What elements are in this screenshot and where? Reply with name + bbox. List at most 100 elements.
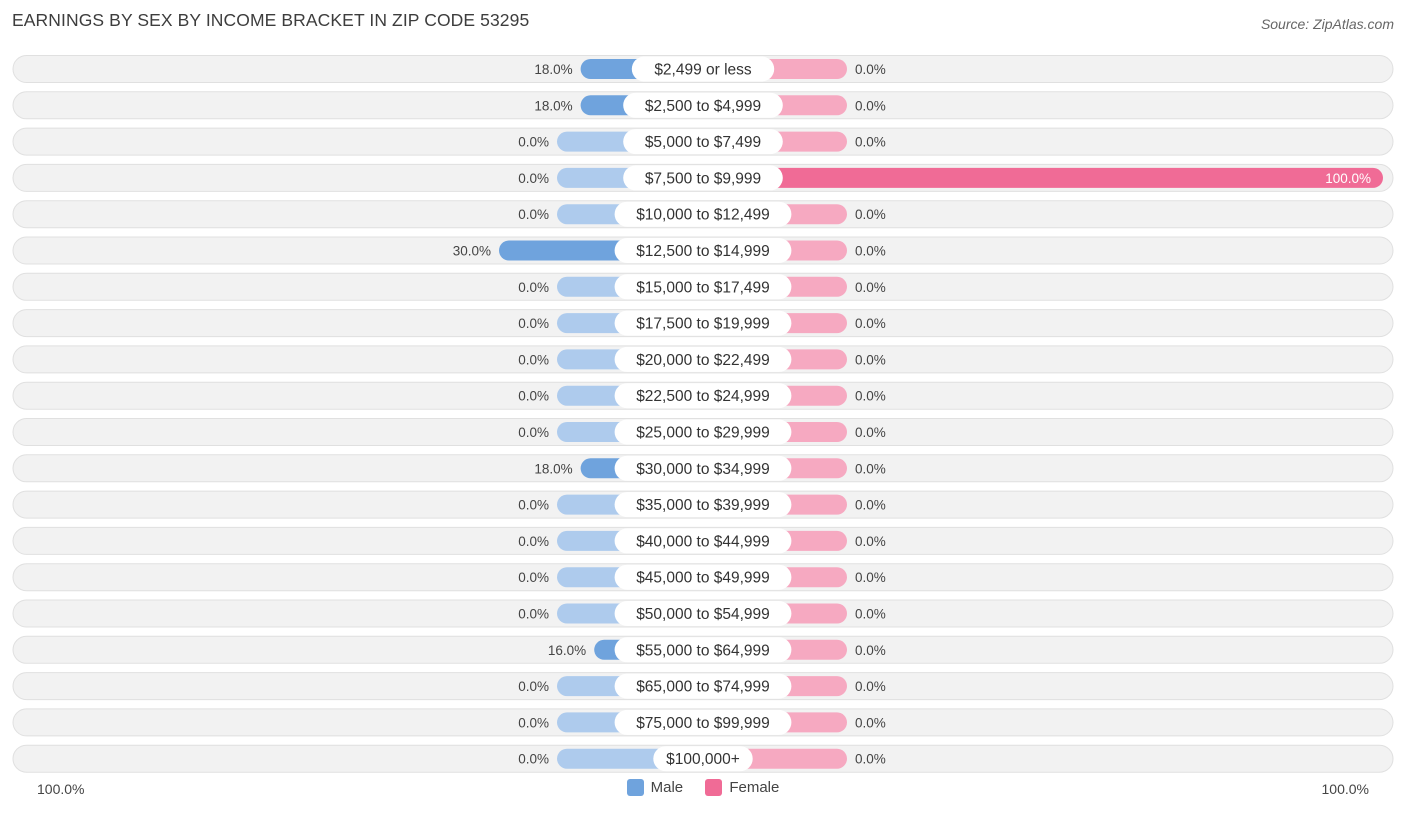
male-value-label: 0.0% bbox=[518, 389, 549, 404]
category-label: $5,000 to $7,499 bbox=[645, 134, 761, 151]
female-value-label: 100.0% bbox=[1325, 171, 1371, 186]
bar-row: $15,000 to $17,499 0.0% 0.0% bbox=[12, 272, 1394, 301]
female-value-label: 0.0% bbox=[855, 316, 886, 331]
category-label-bg bbox=[614, 310, 792, 336]
category-label: $40,000 to $44,999 bbox=[636, 533, 770, 550]
female-value-label: 0.0% bbox=[855, 352, 886, 367]
male-value-label: 16.0% bbox=[548, 643, 586, 658]
bar-row: $2,500 to $4,999 18.0% 0.0% bbox=[12, 91, 1394, 120]
axis-right-label: 100.0% bbox=[1321, 781, 1369, 797]
category-label: $75,000 to $99,999 bbox=[636, 715, 770, 732]
category-label: $12,500 to $14,999 bbox=[636, 243, 770, 260]
category-label: $100,000+ bbox=[666, 751, 740, 768]
male-value-label: 0.0% bbox=[518, 570, 549, 585]
bar-row: $5,000 to $7,499 0.0% 0.0% bbox=[12, 127, 1394, 156]
female-value-label: 0.0% bbox=[855, 752, 886, 767]
female-value-label: 0.0% bbox=[855, 425, 886, 440]
category-label-bg bbox=[614, 601, 792, 626]
male-value-label: 0.0% bbox=[518, 607, 549, 622]
category-label: $30,000 to $34,999 bbox=[636, 461, 770, 478]
bar-row: $65,000 to $74,999 0.0% 0.0% bbox=[12, 672, 1394, 701]
bar-row: $20,000 to $22,499 0.0% 0.0% bbox=[12, 345, 1394, 374]
category-label-bg bbox=[614, 419, 792, 445]
male-value-label: 0.0% bbox=[518, 498, 549, 513]
source-credit: Source: ZipAtlas.com bbox=[1260, 16, 1394, 32]
category-label: $22,500 to $24,999 bbox=[636, 388, 770, 405]
category-label: $25,000 to $29,999 bbox=[636, 425, 770, 442]
male-value-label: 18.0% bbox=[534, 62, 572, 77]
category-label: $10,000 to $12,499 bbox=[636, 207, 770, 224]
category-label-bg bbox=[623, 165, 783, 191]
axis-left-label: 100.0% bbox=[37, 781, 85, 797]
category-label-bg bbox=[653, 746, 753, 772]
male-value-label: 0.0% bbox=[518, 679, 549, 694]
male-value-label: 0.0% bbox=[518, 352, 549, 367]
category-label-bg bbox=[623, 92, 783, 118]
bar-row: $35,000 to $39,999 0.0% 0.0% bbox=[12, 490, 1394, 519]
female-value-label: 0.0% bbox=[855, 643, 886, 658]
legend-label-male: Male bbox=[650, 779, 684, 796]
category-label-bg bbox=[614, 455, 792, 481]
bar-row: $10,000 to $12,499 0.0% 0.0% bbox=[12, 200, 1394, 229]
bar-row: $2,499 or less 18.0% 0.0% bbox=[12, 55, 1394, 83]
bar-row: $12,500 to $14,999 30.0% 0.0% bbox=[12, 236, 1394, 265]
category-label: $2,500 to $4,999 bbox=[645, 98, 761, 115]
legend-label-female: Female bbox=[729, 779, 780, 796]
female-value-label: 0.0% bbox=[855, 715, 886, 730]
male-value-label: 0.0% bbox=[518, 752, 549, 767]
female-bar bbox=[683, 167, 1383, 188]
category-label-bg bbox=[614, 238, 792, 263]
female-value-label: 0.0% bbox=[855, 534, 886, 549]
legend-item-female[interactable]: Female bbox=[705, 779, 779, 796]
category-label-bg bbox=[614, 637, 792, 663]
female-value-label: 0.0% bbox=[855, 62, 886, 77]
legend-swatch-female bbox=[705, 779, 723, 796]
category-label-bg bbox=[614, 528, 792, 554]
male-value-label: 0.0% bbox=[518, 207, 549, 222]
female-value-label: 0.0% bbox=[855, 679, 886, 694]
category-label-bg bbox=[614, 274, 792, 300]
female-value-label: 0.0% bbox=[855, 570, 886, 585]
bar-row: $25,000 to $29,999 0.0% 0.0% bbox=[12, 418, 1394, 446]
bar-row: $30,000 to $34,999 18.0% 0.0% bbox=[12, 454, 1394, 483]
category-label-bg bbox=[614, 201, 792, 227]
category-label-bg bbox=[614, 346, 792, 372]
category-label: $65,000 to $74,999 bbox=[636, 679, 770, 696]
category-label-bg bbox=[623, 129, 783, 155]
category-label-bg bbox=[614, 383, 792, 409]
category-label: $2,499 or less bbox=[654, 62, 752, 79]
category-label: $20,000 to $22,499 bbox=[636, 352, 770, 369]
male-value-label: 0.0% bbox=[518, 425, 549, 440]
male-value-label: 0.0% bbox=[518, 280, 549, 295]
bar-row: $55,000 to $64,999 16.0% 0.0% bbox=[12, 635, 1394, 664]
category-label: $55,000 to $64,999 bbox=[636, 642, 770, 659]
female-value-label: 0.0% bbox=[855, 461, 886, 476]
female-value-label: 0.0% bbox=[855, 607, 886, 622]
female-value-label: 0.0% bbox=[855, 389, 886, 404]
male-value-label: 0.0% bbox=[518, 135, 549, 150]
category-label: $7,500 to $9,999 bbox=[645, 170, 761, 187]
male-value-label: 18.0% bbox=[534, 98, 572, 113]
bar-row: $22,500 to $24,999 0.0% 0.0% bbox=[12, 381, 1394, 410]
bar-row: $75,000 to $99,999 0.0% 0.0% bbox=[12, 708, 1394, 737]
category-label-bg bbox=[614, 492, 792, 518]
category-label-bg bbox=[631, 56, 775, 82]
male-value-label: 0.0% bbox=[518, 171, 549, 186]
category-label-bg bbox=[614, 564, 792, 590]
category-label: $17,500 to $19,999 bbox=[636, 316, 770, 333]
legend-item-male[interactable]: Male bbox=[626, 779, 684, 796]
female-value-label: 0.0% bbox=[855, 244, 886, 259]
male-value-label: 0.0% bbox=[518, 316, 549, 331]
male-value-label: 0.0% bbox=[518, 534, 549, 549]
male-value-label: 0.0% bbox=[518, 715, 549, 730]
bar-row: $17,500 to $19,999 0.0% 0.0% bbox=[12, 309, 1394, 338]
legend-swatch-male bbox=[626, 779, 644, 796]
bar-row: $50,000 to $54,999 0.0% 0.0% bbox=[12, 599, 1394, 628]
category-label: $50,000 to $54,999 bbox=[636, 606, 770, 623]
female-value-label: 0.0% bbox=[855, 207, 886, 222]
legend: Male Female bbox=[0, 779, 1406, 800]
category-label: $45,000 to $49,999 bbox=[636, 570, 770, 587]
female-value-label: 0.0% bbox=[855, 98, 886, 113]
bar-row: $45,000 to $49,999 0.0% 0.0% bbox=[12, 563, 1394, 592]
